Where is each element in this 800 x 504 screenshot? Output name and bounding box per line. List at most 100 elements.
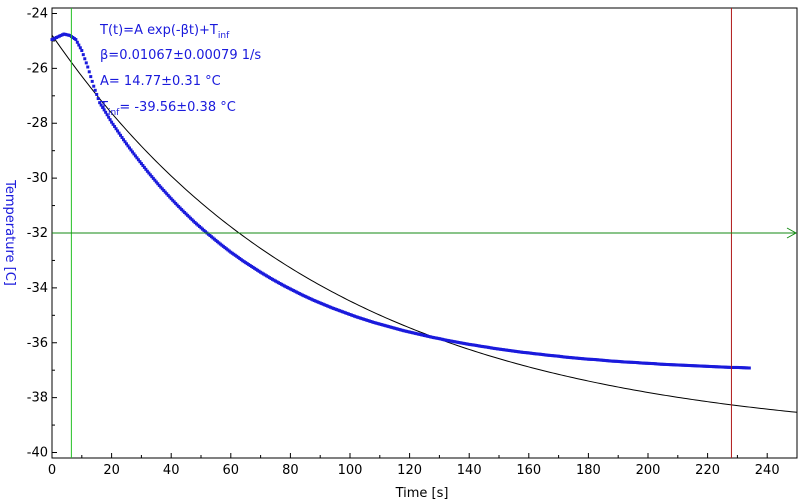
data-point (141, 164, 145, 167)
data-point (135, 156, 139, 160)
svg-text:T(t)=A exp(-βt)+Tinf: T(t)=A exp(-βt)+Tinf (99, 23, 230, 41)
data-point (74, 38, 78, 42)
data-point (108, 118, 112, 122)
y-axis-title: Temperature [C] (2, 179, 17, 286)
data-point (92, 84, 96, 88)
data-point (99, 103, 103, 107)
data-point (78, 46, 82, 50)
data-point (125, 142, 128, 146)
data-point (126, 144, 130, 148)
data-point (151, 176, 155, 180)
data-point (104, 110, 108, 114)
data-point (154, 180, 158, 184)
y-tick-label: -24 (27, 6, 48, 21)
beta-text: β=0.01067±0.00079 1/s (100, 48, 261, 63)
formula-text: T(t)=A exp(-βt)+T (99, 23, 218, 38)
x-tick-label: 140 (457, 463, 482, 478)
data-point (81, 53, 85, 57)
amplitude-text: A= 14.77±0.31 °C (100, 74, 221, 89)
data-point (86, 65, 90, 69)
data-point (747, 366, 751, 370)
data-point (156, 182, 160, 186)
data-point (174, 201, 178, 205)
y-tick-label: -38 (27, 391, 48, 406)
y-tick-label: -30 (27, 171, 48, 186)
x-tick-label: 120 (397, 463, 422, 478)
x-tick-label: 100 (338, 463, 363, 478)
data-points-layer (50, 32, 751, 370)
x-tick-label: 240 (755, 463, 780, 478)
x-axis-title: Time [s] (395, 486, 449, 501)
y-tick-label: -40 (27, 446, 48, 461)
data-point (102, 108, 106, 112)
data-point (120, 136, 124, 140)
data-point (168, 195, 172, 199)
data-point (117, 131, 121, 135)
data-point (119, 133, 123, 137)
data-point (157, 184, 161, 188)
tinf-value: = -39.56±0.38 °C (119, 100, 235, 115)
y-tick-label: -32 (27, 226, 48, 241)
x-tick-label: 160 (516, 463, 541, 478)
data-point (93, 88, 97, 92)
data-point (175, 203, 179, 207)
y-tick-label: -34 (27, 281, 48, 296)
data-point (129, 148, 133, 152)
data-point (145, 169, 149, 173)
data-point (84, 61, 88, 65)
cursor-markers-layer (52, 8, 798, 458)
data-point (153, 178, 157, 182)
data-point (150, 175, 154, 179)
data-point (77, 43, 81, 47)
tinf-subscript: inf (108, 108, 120, 118)
data-point (138, 160, 142, 164)
data-point (163, 190, 167, 194)
data-point (166, 193, 170, 197)
data-point (122, 138, 126, 142)
x-tick-label: 220 (695, 463, 720, 478)
y-tick-label: -28 (27, 116, 48, 131)
data-point (148, 173, 152, 177)
x-tick-label: 80 (282, 463, 299, 478)
data-point (116, 129, 120, 133)
data-point (165, 192, 169, 196)
data-point (127, 146, 131, 150)
svg-text:Tinf= -39.56±0.38 °C: Tinf= -39.56±0.38 °C (99, 100, 236, 118)
x-axis-ticks: 0 20 40 60 80 100 120 140 160 180 200 220 240 (48, 453, 780, 478)
data-point (87, 70, 91, 74)
data-point (178, 206, 182, 210)
x-tick-label: 60 (223, 463, 240, 478)
data-point (144, 167, 148, 171)
data-point (159, 185, 163, 189)
arrow-right-icon (786, 227, 798, 239)
data-point (98, 101, 102, 105)
data-point (105, 113, 109, 117)
data-point (162, 188, 166, 192)
y-tick-label: -36 (27, 336, 48, 351)
data-point (177, 205, 181, 209)
data-point (160, 187, 164, 191)
y-tick-label: -26 (27, 61, 48, 76)
data-point (89, 75, 93, 79)
tinf-label: T (99, 100, 108, 115)
data-point (80, 49, 84, 53)
data-point (75, 40, 79, 44)
data-point (96, 97, 100, 101)
data-point (90, 79, 94, 83)
data-point (101, 105, 105, 109)
data-point (171, 198, 175, 202)
data-point (130, 150, 134, 154)
x-tick-label: 40 (163, 463, 180, 478)
data-point (169, 197, 173, 201)
data-point (111, 122, 115, 126)
data-point (114, 127, 118, 131)
x-tick-label: 200 (636, 463, 661, 478)
data-point (172, 200, 176, 204)
fit-annotation: T(t)=A exp(-βt)+Tinf β=0.01067±0.00079 1… (99, 23, 261, 118)
data-point (123, 140, 127, 144)
data-point (95, 92, 99, 96)
data-point (147, 171, 151, 175)
data-point (180, 208, 184, 212)
data-point (83, 57, 87, 61)
